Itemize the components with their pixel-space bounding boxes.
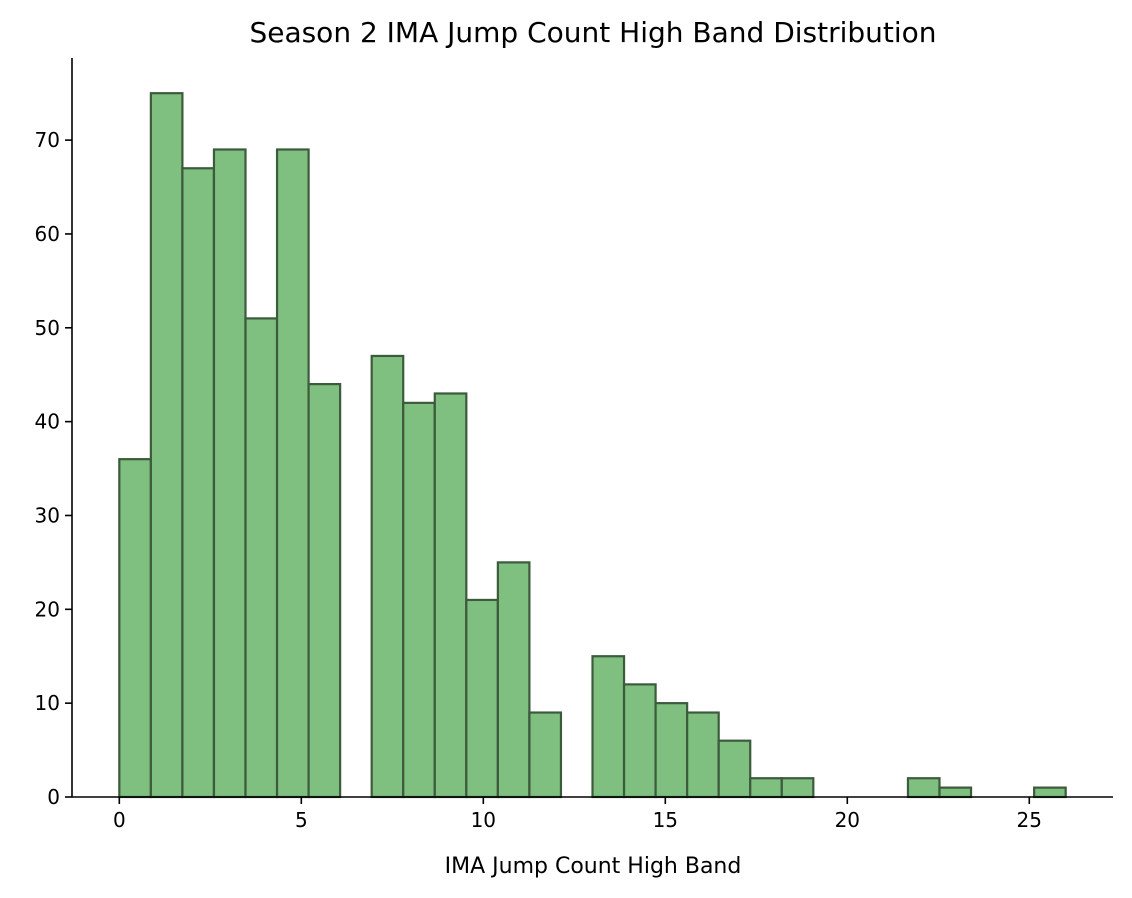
chart-title: Season 2 IMA Jump Count High Band Distri… [249, 16, 936, 49]
histogram-bar [118, 458, 152, 799]
y-tick-label: 20 [35, 597, 60, 621]
y-tick-label: 30 [35, 503, 60, 527]
histogram-bar [622, 683, 657, 799]
histogram-bar [686, 711, 720, 799]
histogram-bar [528, 711, 563, 799]
histogram-bar [749, 777, 783, 799]
x-tick-label: 15 [653, 808, 678, 832]
x-ticks-group: 0 5 10 15 20 25 [113, 797, 1042, 832]
histogram-bar [780, 777, 815, 799]
y-tick-label: 60 [35, 222, 60, 246]
histogram-bar [275, 148, 310, 799]
histogram-bar [307, 382, 342, 799]
histogram-bar [717, 739, 752, 799]
histogram-bar [149, 92, 184, 799]
histogram-bar [906, 777, 941, 799]
histogram-bar [938, 786, 973, 799]
x-tick-label: 0 [113, 808, 126, 832]
bars-group [118, 92, 1067, 799]
x-axis-label: IMA Jump Count High Band [445, 854, 742, 879]
histogram-bar [402, 401, 436, 799]
y-tick-label: 10 [35, 691, 60, 715]
histogram-bar [181, 167, 216, 799]
x-tick-label: 10 [471, 808, 496, 832]
histogram-bar [1033, 786, 1067, 799]
y-tick-label: 0 [47, 785, 60, 809]
y-tick-label: 40 [35, 410, 60, 434]
histogram-bar [654, 702, 689, 799]
y-ticks-group: 0 10 20 30 40 50 60 70 [35, 128, 72, 809]
histogram-bar [212, 148, 247, 799]
y-tick-label: 50 [35, 316, 60, 340]
histogram-bar [591, 655, 626, 799]
x-tick-label: 20 [835, 808, 860, 832]
y-tick-label: 70 [35, 128, 60, 152]
histogram-bar [433, 392, 468, 799]
histogram-bar [244, 317, 279, 799]
histogram-bar [370, 354, 405, 799]
x-tick-label: 25 [1017, 808, 1042, 832]
x-tick-label: 5 [295, 808, 308, 832]
histogram-bar [465, 598, 499, 799]
histogram-bar [496, 561, 531, 799]
